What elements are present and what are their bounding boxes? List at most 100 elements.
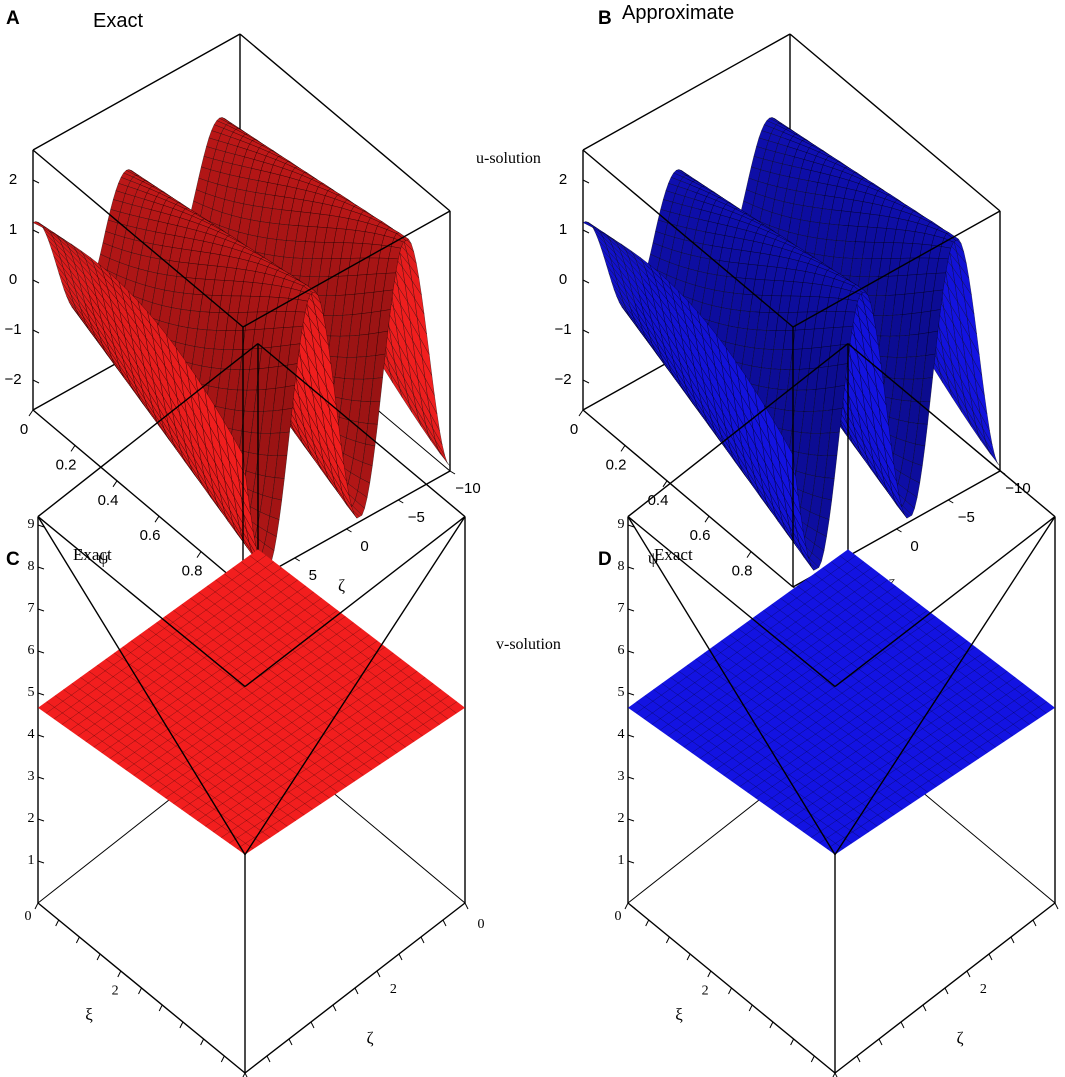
x-tick [686,953,691,961]
y-tick-label: −5 [408,509,425,526]
z-tick-label: 1 [559,221,567,238]
row-label-v-solution: v-solution [496,636,561,653]
z-tick [37,566,45,570]
surface-plane [628,549,1055,855]
z-tick-label: 0 [9,271,17,288]
x-tick-label: 2 [112,984,119,999]
x-tick [769,1021,774,1029]
z-tick [32,229,40,234]
y-tick [288,1038,293,1046]
y-tick-label: 0 [910,538,918,555]
z-tick [37,860,45,864]
x-tick [578,409,584,417]
x-tick-label: 0.4 [648,492,669,509]
panel-b-title: Approximate [622,2,734,24]
x-tick-label: 0.4 [98,492,119,509]
x-tick [746,551,752,558]
z-tick-label: 7 [28,601,35,616]
x-tick-label: 0.8 [182,563,203,580]
x-tick [728,987,732,995]
y-tick [354,987,359,995]
x-tick [200,1038,205,1046]
z-tick [37,608,45,612]
y-axis-label: ζ [338,576,345,595]
z-tick-label: 2 [618,811,625,826]
y-tick [244,1072,248,1077]
x-tick [154,515,160,523]
z-tick-label: 0 [559,271,567,288]
panel-letter-b: B [598,8,612,29]
panel-letter-a: A [6,8,20,29]
y-tick [878,1038,883,1046]
y-tick-label: 2 [390,982,397,997]
y-tick [310,1021,315,1029]
z-tick-label: 1 [9,221,17,238]
x-tick [748,1004,753,1012]
y-tick [947,499,954,504]
z-tick-label: 4 [618,727,625,742]
y-tick [1054,902,1059,910]
y-tick [420,936,425,944]
y-tick-label: 2 [980,982,987,997]
x-tick-label: 0.2 [56,456,77,473]
z-tick [627,860,635,864]
y-tick [449,470,456,475]
z-tick-label: 8 [618,559,625,574]
z-tick [582,179,590,184]
y-tick-label: 0 [478,917,485,932]
z-tick-label: −2 [4,371,21,388]
z-tick-label: 9 [28,517,35,532]
z-tick [37,734,45,738]
x-tick [55,919,60,927]
x-axis-label: ξ [675,1005,683,1024]
y-tick [900,1021,905,1029]
surface-cell [582,221,596,228]
x-tick [624,902,629,910]
x-tick [704,515,710,523]
y-tick [346,528,352,533]
x-tick [112,480,118,488]
z-tick [582,379,590,384]
z-tick-label: −1 [4,321,21,338]
z-tick-label: 3 [28,769,35,784]
z-tick-label: 8 [28,559,35,574]
z-tick [37,650,45,654]
z-tick [627,608,635,612]
panel-letter-c: C [6,549,20,570]
y-tick-label: −10 [1005,480,1030,497]
x-tick-label: 0 [615,909,622,924]
y-tick [398,953,403,961]
box-edge [32,33,241,151]
x-tick [28,409,34,417]
row-label-u-solution: u-solution [476,150,541,167]
x-tick [645,919,650,927]
y-tick-label: −5 [958,509,975,526]
y-tick [988,953,993,961]
z-tick [627,650,635,654]
y-axis-label: ζ [956,1028,963,1047]
z-tick [37,692,45,696]
y-tick [332,1004,337,1012]
x-tick-label: 0.8 [732,563,753,580]
panel-letter-d: D [598,549,612,570]
x-tick [34,902,39,910]
y-tick [1010,936,1015,944]
x-tick [242,1072,246,1077]
x-tick [810,1055,815,1063]
z-tick-label: 7 [618,601,625,616]
z-tick-label: 6 [618,643,625,658]
y-tick [294,557,301,562]
y-tick-label: −10 [455,480,480,497]
z-tick [32,179,40,184]
surface-cell [32,221,46,228]
y-tick [266,1055,271,1063]
x-tick [790,1038,795,1046]
box-edge [789,33,1001,212]
z-tick-label: 6 [28,643,35,658]
z-tick [627,566,635,570]
y-tick [922,1004,927,1012]
y-tick [834,1072,838,1077]
y-tick [464,902,469,910]
